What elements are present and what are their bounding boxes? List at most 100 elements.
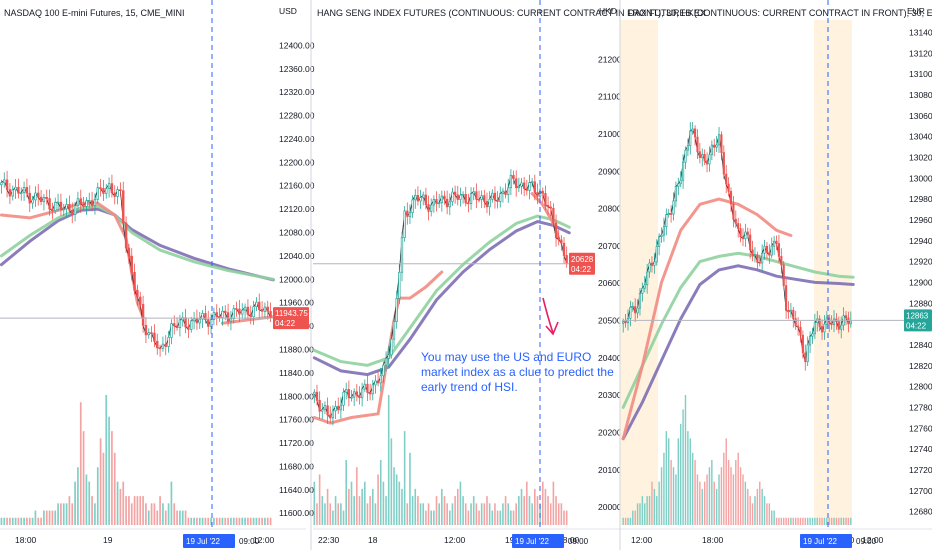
volume-bar — [687, 431, 689, 525]
candle-body — [331, 410, 335, 419]
candle-body — [517, 185, 521, 189]
volume-bar — [71, 503, 74, 525]
cursor-time-tag-bg — [183, 534, 235, 548]
candle-body — [469, 193, 473, 204]
volume-bar — [142, 496, 144, 525]
volume-bar — [374, 503, 377, 525]
candle-body — [65, 203, 68, 210]
candle-body — [345, 389, 348, 393]
volume-bar — [385, 496, 387, 525]
price-tick-label: 13040 — [909, 132, 932, 142]
price-tick-label: 21000 — [598, 129, 622, 139]
volume-bar — [201, 517, 204, 525]
candle-body — [751, 249, 754, 256]
candle-body — [73, 205, 77, 215]
last-price-tag-bg — [904, 309, 932, 332]
candle-body — [255, 301, 258, 308]
volume-bar — [390, 438, 393, 525]
volume-bar — [224, 517, 227, 525]
candle-body — [758, 261, 761, 264]
volume-bar — [627, 517, 629, 525]
ma-fast-line — [621, 197, 793, 441]
candle-body — [459, 194, 462, 200]
candle-body — [22, 187, 26, 194]
panel-dax: 12680 12700 12720 12740 12760 12780 12800 12820… — [620, 0, 932, 548]
volume-bar — [102, 452, 105, 525]
candle-body — [8, 189, 12, 197]
candle-body — [825, 317, 828, 325]
volume-bar — [414, 488, 417, 525]
candle-body — [780, 256, 783, 266]
volume-bar — [759, 481, 761, 525]
price-tick-label: 12780 — [909, 402, 932, 412]
volume-bar — [679, 423, 682, 525]
volume-bar — [713, 481, 715, 525]
candle-body — [710, 144, 713, 156]
candle-body — [252, 306, 255, 318]
volume-bar — [787, 517, 790, 525]
candle-body — [847, 317, 850, 325]
volume-bar — [531, 503, 533, 525]
candle-body — [741, 236, 745, 240]
volume-bar — [350, 481, 353, 525]
down-arrow-head — [545, 321, 559, 336]
candle-body — [801, 334, 804, 354]
candle-body — [782, 264, 785, 287]
candle-body — [634, 306, 637, 314]
candle-body — [395, 298, 398, 322]
volume-bar — [737, 452, 739, 525]
price-tick-label: 21200 — [598, 54, 622, 64]
volume-bar — [258, 517, 261, 525]
volume-bar — [541, 481, 544, 525]
price-tick-label: 13120 — [909, 48, 932, 58]
volume-bar — [665, 431, 668, 525]
candle-body — [3, 179, 6, 184]
candle-body — [708, 154, 711, 165]
volume-bar — [74, 481, 76, 525]
volume-bar — [122, 481, 125, 525]
time-tick-label: 12:00 — [444, 535, 466, 545]
volume-bar — [28, 517, 31, 525]
candle-body — [467, 202, 470, 205]
candle-body — [260, 309, 264, 312]
volume-bar — [756, 488, 759, 525]
price-tick-label: 12680 — [909, 507, 932, 517]
volume-bar — [494, 503, 496, 525]
volume-bar — [128, 496, 130, 525]
candle-body — [451, 191, 454, 203]
cursor-time-tag: 19 Jul '22 09:00 — [800, 534, 877, 548]
volume-bar — [520, 488, 523, 525]
candle-body — [770, 245, 773, 256]
volume-bar — [565, 510, 568, 525]
volume-bar — [840, 517, 842, 525]
volume-bar — [828, 517, 830, 525]
volume-bar — [318, 474, 321, 525]
candle-body — [170, 323, 173, 338]
volume-bar — [99, 438, 102, 525]
volume-bar — [173, 503, 176, 525]
candle-body — [440, 195, 443, 204]
volume-bar — [26, 517, 28, 525]
candle-body — [221, 310, 224, 318]
candle-body — [501, 190, 505, 195]
volume-bar — [356, 467, 358, 525]
candle-body — [427, 204, 430, 212]
candle-body — [232, 308, 235, 320]
candle-body — [93, 198, 97, 207]
price-tick-label: 12920 — [909, 257, 932, 267]
price-tick-label: 11840.00 — [279, 368, 314, 378]
last-price-value: 20628 — [571, 255, 594, 264]
candle-body — [823, 323, 826, 333]
candle-body — [749, 234, 752, 251]
volume-bar — [57, 503, 59, 525]
volume-bar — [111, 431, 113, 525]
candle-body — [329, 414, 332, 419]
volume-bar — [718, 474, 720, 525]
last-price-tag: 20628 04:22 — [569, 252, 595, 275]
volume-bar — [329, 503, 332, 525]
price-tick-label: 11760.00 — [279, 415, 314, 425]
volume-bar — [646, 496, 648, 525]
candle-body — [631, 306, 634, 308]
cursor-time-tag: 19 Jul '22 09:00 — [183, 534, 260, 548]
volume-bar — [348, 488, 350, 525]
